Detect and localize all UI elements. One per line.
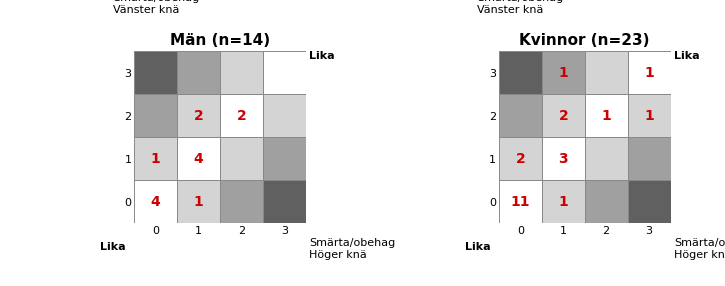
Bar	[134, 180, 177, 223]
Bar	[220, 51, 263, 94]
Bar	[542, 94, 585, 137]
Bar	[263, 180, 306, 223]
Bar	[177, 137, 220, 180]
Text: 11: 11	[510, 195, 530, 208]
Text: 2: 2	[558, 109, 568, 123]
Text: Lika: Lika	[100, 243, 125, 252]
Bar	[499, 94, 542, 137]
Bar	[263, 94, 306, 137]
Bar	[220, 137, 263, 180]
Bar	[134, 137, 177, 180]
Bar	[177, 51, 220, 94]
Text: 1: 1	[194, 195, 204, 208]
Text: 1: 1	[601, 109, 611, 123]
Bar	[585, 51, 628, 94]
Bar	[585, 94, 628, 137]
Bar	[628, 137, 671, 180]
Bar	[628, 180, 671, 223]
Text: 1: 1	[558, 195, 568, 208]
Bar	[177, 94, 220, 137]
Text: 1: 1	[645, 66, 654, 80]
Bar	[499, 51, 542, 94]
Text: Smärta/obehag
Höger knä: Smärta/obehag Höger knä	[674, 238, 725, 260]
Text: 4: 4	[151, 195, 160, 208]
Bar	[499, 137, 542, 180]
Bar	[499, 180, 542, 223]
Text: Lika: Lika	[674, 51, 700, 61]
Bar	[263, 51, 306, 94]
Bar	[134, 51, 177, 94]
Text: Lika: Lika	[465, 243, 490, 252]
Bar	[628, 94, 671, 137]
Text: Smärta/obehag
Vänster knä: Smärta/obehag Vänster knä	[113, 0, 199, 15]
Text: Smärta/obehag
Höger knä: Smärta/obehag Höger knä	[310, 238, 396, 260]
Text: 2: 2	[194, 109, 204, 123]
Text: 3: 3	[558, 152, 568, 166]
Title: Kvinnor (n=23): Kvinnor (n=23)	[520, 33, 650, 47]
Bar	[585, 137, 628, 180]
Text: 1: 1	[151, 152, 160, 166]
Bar	[263, 137, 306, 180]
Title: Män (n=14): Män (n=14)	[170, 33, 270, 47]
Bar	[220, 180, 263, 223]
Bar	[542, 137, 585, 180]
Text: Smärta/obehag
Vänster knä: Smärta/obehag Vänster knä	[478, 0, 564, 15]
Text: 2: 2	[236, 109, 247, 123]
Text: Lika: Lika	[310, 51, 335, 61]
Text: 2: 2	[515, 152, 525, 166]
Bar	[542, 51, 585, 94]
Bar	[177, 180, 220, 223]
Bar	[220, 94, 263, 137]
Bar	[628, 51, 671, 94]
Text: 1: 1	[645, 109, 654, 123]
Bar	[542, 180, 585, 223]
Bar	[585, 180, 628, 223]
Text: 1: 1	[558, 66, 568, 80]
Text: 4: 4	[194, 152, 204, 166]
Bar	[134, 94, 177, 137]
